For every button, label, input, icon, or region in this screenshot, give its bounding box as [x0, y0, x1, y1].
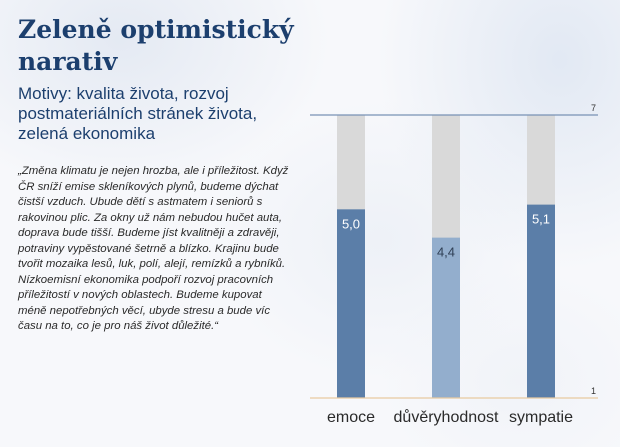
page-title: Zeleně optimistický narativ [18, 15, 294, 76]
bar-1 [432, 237, 460, 398]
y-tick-label-0: 1 [591, 386, 596, 396]
narrative-quote: „Změna klimatu je nejen hrozba, ale i př… [18, 165, 289, 332]
category-label-2: sympatie [509, 409, 573, 426]
page-subtitle: Motivy: kvalita života, rozvoj postmater… [18, 84, 258, 143]
category-label-0: emoce [327, 409, 375, 426]
category-label-1: důvěryhodnost [394, 408, 500, 426]
bar-chart: 1 7 5,0 4,4 5,1 emoce důvěryhodnost sympatie [310, 103, 598, 426]
bar-0 [337, 209, 365, 398]
data-label-0: 5,0 [342, 216, 360, 231]
y-tick-label-1: 7 [591, 103, 596, 113]
data-label-1: 4,4 [437, 245, 455, 260]
bar-2 [527, 204, 555, 398]
data-label-2: 5,1 [532, 212, 550, 227]
